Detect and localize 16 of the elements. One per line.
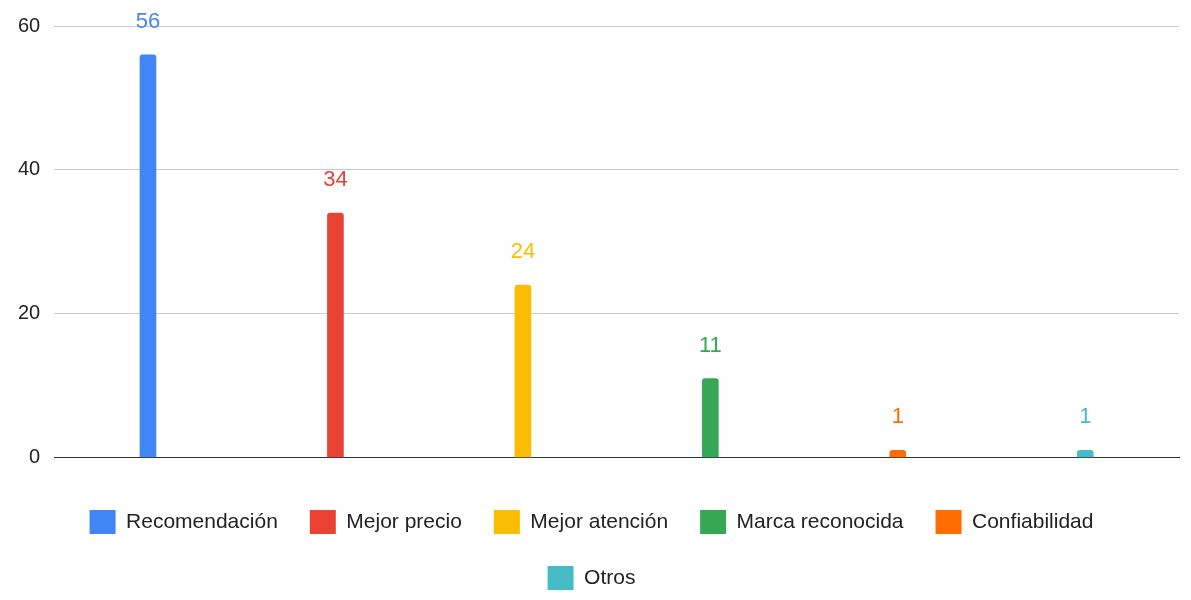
legend-label: Mejor precio (346, 508, 462, 532)
legend-label: Recomendación (126, 508, 278, 532)
data-label: 56 (135, 7, 161, 33)
y-tick-label: 0 (29, 445, 41, 468)
data-label: 1 (891, 403, 904, 429)
y-tick-label: 60 (18, 13, 41, 36)
y-tick-label: 20 (18, 301, 41, 324)
data-label: 24 (510, 238, 536, 264)
data-label: 11 (698, 331, 722, 357)
y-tick-label: 40 (18, 157, 41, 180)
legend-label: Marca reconocida (736, 508, 904, 532)
data-label: 34 (323, 166, 348, 192)
legend-label: Otros (584, 564, 636, 588)
data-label: 1 (1079, 403, 1092, 429)
legend-label: Confiabilidad (972, 508, 1094, 532)
legend-label: Mejor atención (530, 508, 669, 532)
